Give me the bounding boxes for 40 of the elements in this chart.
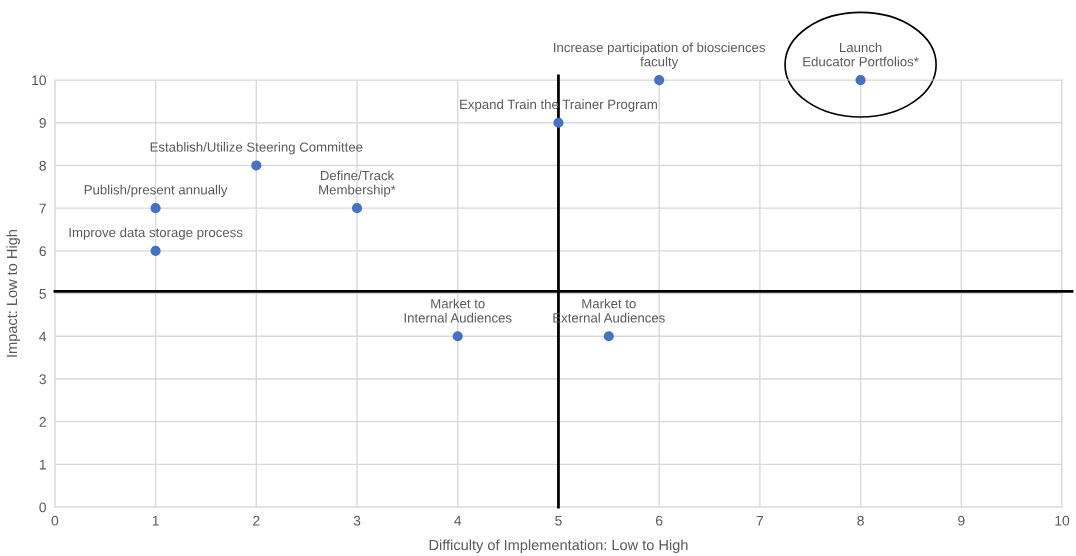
point — [251, 160, 262, 171]
y-tick-label: 7 — [39, 203, 46, 214]
annotation: Establish/Utilize Steering Committee — [150, 142, 363, 155]
x-tick-label: 5 — [555, 515, 562, 526]
point — [351, 203, 363, 214]
y-tick-label: 1 — [39, 459, 46, 470]
x-tick-label: 3 — [353, 515, 361, 526]
point — [452, 331, 463, 342]
y-tick-label: 6 — [39, 246, 46, 257]
annotation: Define/Track Membership* — [319, 170, 396, 198]
annotation: Launch Educator Portfolios* — [803, 42, 919, 67]
y-tick-label: 2 — [39, 417, 46, 427]
y-tick-label: 9 — [39, 118, 46, 128]
point — [603, 331, 614, 342]
annotation: Improve data storage process — [69, 227, 243, 240]
y-axis-title: Impact: Low to High — [6, 230, 20, 357]
y-tick-label: 4 — [39, 331, 47, 342]
annotation: Market to Internal Audiences — [404, 298, 512, 323]
x-tick-label: 9 — [958, 515, 965, 526]
y-tick-label: 5 — [39, 289, 46, 299]
x-axis-title: Difficulty of Implementation: Low to High — [429, 539, 688, 554]
point — [654, 74, 665, 86]
y-tick-label: 10 — [32, 75, 46, 86]
x-tick-label: 10 — [1055, 515, 1070, 526]
x-tick-label: 7 — [756, 515, 764, 526]
annotation: Increase participation of biosciences faculty — [554, 42, 766, 69]
x-tick-label: 8 — [857, 515, 864, 526]
x-tick-label: 1 — [152, 515, 159, 526]
point — [150, 203, 161, 214]
y-tick-label: 3 — [39, 374, 46, 385]
x-tick-label: 6 — [656, 515, 663, 526]
point — [150, 245, 161, 256]
x-tick-label: 4 — [454, 515, 462, 526]
x-tick-label: 0 — [51, 515, 59, 526]
y-tick-label: 8 — [39, 160, 46, 171]
point — [553, 117, 564, 128]
point — [855, 74, 866, 86]
x-tick-label: 2 — [253, 515, 260, 526]
y-tick-label: 0 — [39, 502, 46, 513]
annotation: Publish/present annually — [84, 184, 228, 198]
